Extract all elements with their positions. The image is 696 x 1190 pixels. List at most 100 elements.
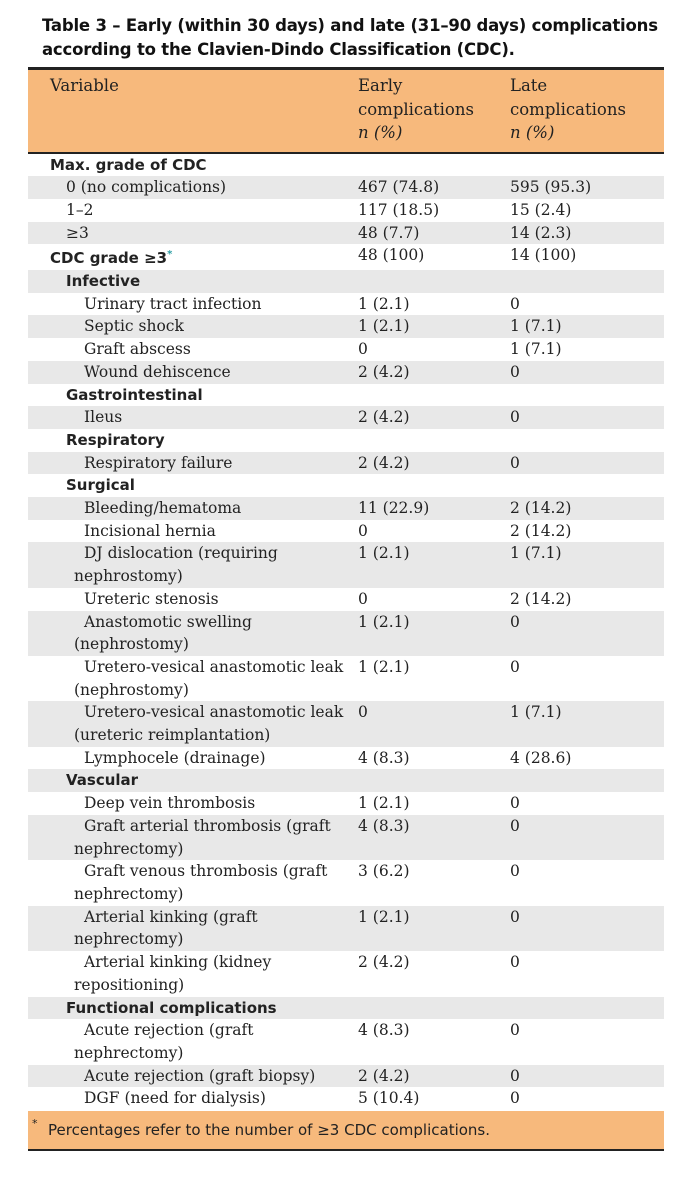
row-early-value: 48 (100): [358, 246, 425, 265]
table-row: Graft arterial thrombosis (graft nephrec…: [28, 814, 664, 861]
table-row: Gastrointestinal: [28, 384, 664, 407]
row-late-value: 0: [510, 294, 520, 313]
row-late-value: 0: [510, 610, 664, 656]
row-late-value: [510, 151, 664, 177]
row-early-value: 1 (2.1): [358, 794, 410, 813]
table-row: Ileus 2 (4.2) 0: [28, 406, 664, 429]
table-row: Uretero-vesical anastomotic leak (nephro…: [28, 656, 664, 701]
row-label: Vascular: [28, 769, 358, 793]
table-footnote: * Percentages refer to the number of ≥3 …: [28, 1111, 664, 1150]
row-early-value: 4 (8.3): [358, 1021, 410, 1040]
row-early-value: 1 (2.1): [358, 657, 410, 676]
footnote-ref-marker: *: [167, 249, 173, 261]
row-late-value: 4 (28.6): [510, 748, 572, 767]
row-late-value: 1 (7.1): [510, 542, 664, 588]
table-row: Acute rejection (graft biopsy) 2 (4.2) 0: [28, 1064, 664, 1088]
row-late-value: 0: [510, 657, 520, 676]
row-late-value: 0: [510, 953, 520, 972]
header-early-unit: n (%): [358, 123, 403, 142]
table-row: Graft abscess 0 1 (7.1): [28, 338, 664, 361]
table-row: Surgical: [28, 474, 664, 497]
row-label: Acute rejection (graft nephrectomy): [74, 1021, 254, 1062]
row-early-value: 4 (8.3): [358, 814, 510, 861]
row-label: Deep vein thrombosis: [84, 794, 256, 813]
row-early-value: 2 (4.2): [358, 406, 510, 429]
table-row: Respiratory failure 2 (4.2) 0: [28, 451, 664, 475]
row-late-value: 0: [510, 814, 664, 861]
row-late-value: 0: [510, 360, 664, 384]
row-early-value: 1 (2.1): [358, 315, 510, 339]
table-row: Arterial kinking (kidney repositioning) 2…: [28, 951, 664, 996]
table-row: Anastomotic swelling (nephrostomy) 1 (2.1…: [28, 610, 664, 656]
table-row: Functional complications: [28, 996, 664, 1020]
row-late-value: 0: [510, 862, 520, 881]
row-early-value: [358, 429, 510, 452]
table-row: ≥3 48 (7.7) 14 (2.3): [28, 221, 664, 245]
table-row: Vascular: [28, 769, 664, 793]
row-late-value: [510, 384, 664, 407]
row-early-value: 3 (6.2): [358, 862, 410, 881]
row-early-value: [358, 996, 510, 1020]
row-late-value: 595 (95.3): [510, 176, 664, 199]
row-late-value: [510, 769, 664, 793]
row-early-value: 467 (74.8): [358, 176, 510, 199]
header-early-line-1: Early: [358, 76, 403, 95]
row-label: Arterial kinking (kidney repositioning): [74, 953, 272, 994]
table-row: Arterial kinking (graft nephrectomy) 1 (2…: [28, 905, 664, 952]
row-early-value: [358, 769, 510, 793]
row-late-value: 0: [510, 1089, 520, 1108]
row-label: Uretero-vesical anastomotic leak (ureter…: [28, 701, 358, 747]
row-label: Graft venous thrombosis (graft nephrecto…: [74, 862, 328, 903]
table-row: DGF (need for dialysis) 5 (10.4) 0: [28, 1087, 664, 1110]
table-body: Max. grade of CDC 0 (no complications) 467…: [28, 151, 664, 1111]
row-early-value: [358, 151, 510, 177]
top-rule: [28, 67, 664, 70]
table-row: CDC grade ≥3* 48 (100) 14 (100): [28, 244, 664, 270]
row-label: Surgical: [66, 476, 135, 495]
row-early-value: 0: [358, 589, 368, 608]
row-label: Functional complications: [28, 996, 358, 1020]
row-early-value: 5 (10.4): [358, 1089, 420, 1108]
row-label: DJ dislocation (requiring nephrostomy): [28, 542, 358, 588]
row-early-value: 2 (4.2): [358, 451, 510, 475]
row-label: 0 (no complications): [28, 176, 358, 199]
row-late-value: 0: [510, 794, 520, 813]
row-label: CDC grade ≥3*: [50, 249, 173, 268]
bottom-rule: [28, 1149, 664, 1152]
table-row: Urinary tract infection 1 (2.1) 0: [28, 293, 664, 316]
row-label: 1–2: [66, 200, 94, 219]
row-late-value: 0: [510, 1064, 664, 1088]
row-label: Ileus: [28, 406, 358, 429]
table-row: 1–2 117 (18.5) 15 (2.4): [28, 199, 664, 222]
row-label: Graft arterial thrombosis (graft nephrec…: [28, 814, 358, 861]
table-row: Lymphocele (drainage) 4 (8.3) 4 (28.6): [28, 747, 664, 770]
row-early-value: 11 (22.9): [358, 497, 510, 520]
row-late-value: 1 (7.1): [510, 340, 562, 359]
row-early-value: 1 (2.1): [358, 294, 410, 313]
row-early-value: [358, 474, 510, 497]
header-late-line-1: Late: [510, 76, 548, 95]
row-late-value: [510, 270, 664, 293]
row-label: Respiratory: [66, 430, 165, 449]
row-late-value: 0: [510, 905, 664, 952]
row-early-value: [358, 384, 510, 407]
row-early-value: 4 (8.3): [358, 748, 410, 767]
row-early-value: 2 (4.2): [358, 360, 510, 384]
row-label: Gastrointestinal: [66, 385, 203, 404]
table-row: Incisional hernia 0 2 (14.2): [28, 520, 664, 543]
header-row: Variable Early complications n (%) Late …: [28, 70, 664, 153]
row-label: Septic shock: [28, 315, 358, 339]
header-late: Late complications n (%): [510, 70, 664, 153]
row-early-value: 0: [358, 701, 510, 747]
row-early-value: 117 (18.5): [358, 200, 440, 219]
table-row: Respiratory: [28, 429, 664, 452]
table-row: Max. grade of CDC: [28, 151, 664, 177]
row-late-value: 2 (14.2): [510, 589, 572, 608]
complications-table: Variable Early complications n (%) Late …: [28, 70, 664, 1110]
row-late-value: [510, 429, 664, 452]
row-late-value: 0: [510, 451, 664, 475]
footnote-text: Percentages refer to the number of ≥3 CD…: [48, 1121, 491, 1140]
table-row: Septic shock 1 (2.1) 1 (7.1): [28, 315, 664, 339]
row-label: Arterial kinking (graft nephrectomy): [28, 905, 358, 952]
row-late-value: 2 (14.2): [510, 497, 664, 520]
